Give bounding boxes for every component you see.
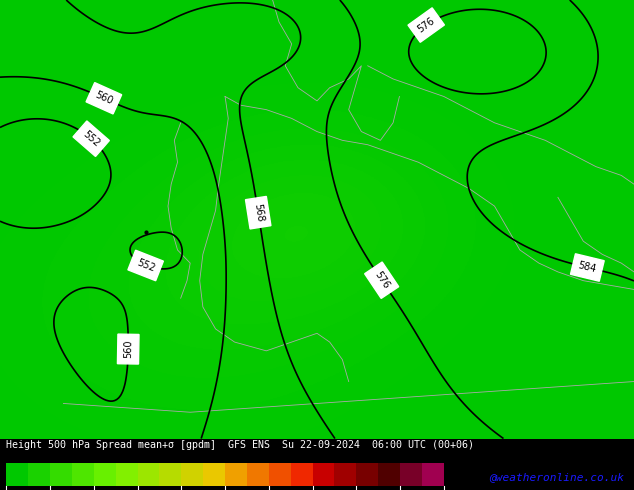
Bar [269,463,290,486]
Text: 552: 552 [81,129,101,148]
Bar [159,463,181,486]
Bar [313,463,334,486]
Text: 560: 560 [123,340,133,358]
Bar [400,463,422,486]
Text: 584: 584 [577,261,597,274]
Bar [290,463,313,486]
Bar [247,463,269,486]
Text: 568: 568 [252,203,264,222]
Bar [6,463,28,486]
Bar [378,463,400,486]
Bar [422,463,444,486]
Text: 552: 552 [135,257,156,273]
Text: 576: 576 [372,270,391,291]
Text: @weatheronline.co.uk: @weatheronline.co.uk [489,472,624,482]
Bar [28,463,50,486]
Text: 576: 576 [416,16,437,34]
Bar [203,463,225,486]
Bar [50,463,72,486]
Bar [138,463,159,486]
Bar [335,463,356,486]
Bar [115,463,138,486]
Bar [356,463,378,486]
Bar [72,463,94,486]
Bar [225,463,247,486]
Bar [94,463,115,486]
Text: Height 500 hPa Spread mean+σ [gpdm]  GFS ENS  Su 22-09-2024  06:00 UTC (00+06): Height 500 hPa Spread mean+σ [gpdm] GFS … [6,440,474,450]
Text: 560: 560 [93,90,114,107]
Bar [181,463,203,486]
